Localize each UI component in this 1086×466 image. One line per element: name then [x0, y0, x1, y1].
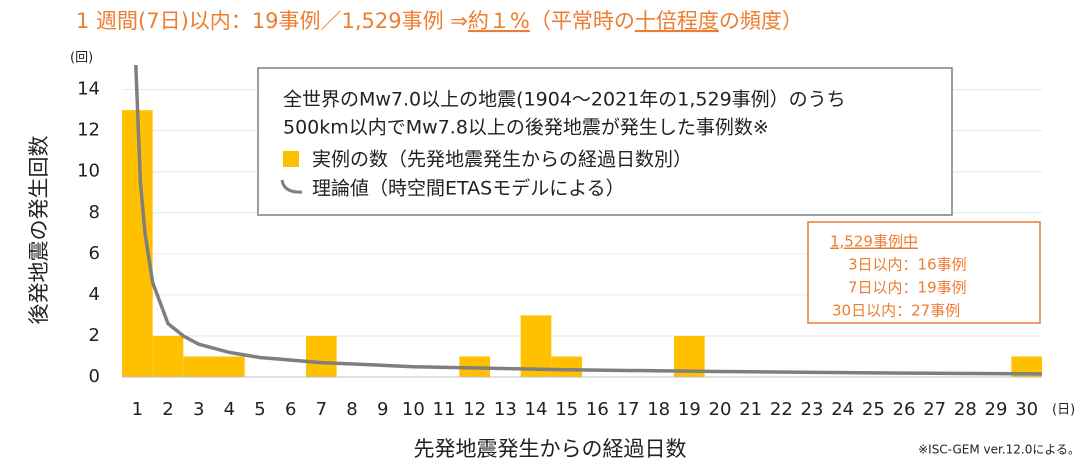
legend-swatch — [283, 151, 299, 167]
chart-title: 1 週間(7日)以内：19事例／1,529事例 ⇒約１%（平常時の十倍程度の頻度… — [76, 9, 803, 33]
y-tick-label: 12 — [77, 120, 100, 141]
annotation-line: 7日以内：19事例 — [848, 279, 967, 297]
legend-label: 理論値（時空間ETASモデルによる） — [312, 178, 625, 200]
x-tick-label: 14 — [525, 399, 548, 420]
x-tick-label: 23 — [801, 399, 824, 420]
x-tick-label: 2 — [162, 399, 173, 420]
x-tick-label: 15 — [555, 399, 578, 420]
footnote: ※ISC-GEM ver.12.0による。 — [918, 443, 1080, 457]
x-tick-label: 25 — [862, 399, 885, 420]
x-tick-label: 9 — [377, 399, 388, 420]
x-tick-label: 12 — [463, 399, 486, 420]
x-tick-label: 3 — [193, 399, 204, 420]
annotation-line: 30日以内：27事例 — [832, 302, 960, 320]
bar — [1011, 356, 1042, 377]
x-tick-label: 19 — [678, 399, 701, 420]
theory-line — [134, 65, 1042, 376]
legend-title: 全世界のMw7.0以上の地震(1904～2021年の1,529事例）のうち — [283, 89, 846, 111]
y-axis-label: 後発地震の発生回数 — [27, 136, 51, 325]
x-tick-label: 18 — [647, 399, 670, 420]
x-tick-label: 8 — [346, 399, 357, 420]
y-tick-label: 14 — [77, 79, 100, 100]
legend-line — [280, 179, 303, 194]
bar — [306, 335, 337, 377]
x-tick-label: 29 — [985, 399, 1008, 420]
x-tick-label: 21 — [739, 399, 762, 420]
annotation-line: 1,529事例中 — [830, 233, 918, 251]
title-part: （平常時の — [530, 9, 635, 33]
bar — [520, 315, 552, 377]
y-unit: (回) — [70, 51, 93, 66]
x-tick-label: 30 — [1015, 399, 1038, 420]
title-part: の頻度） — [719, 9, 803, 33]
x-tick-label: 1 — [132, 399, 143, 420]
bar — [152, 335, 184, 377]
x-tick-label: 27 — [923, 399, 946, 420]
y-tick-label: 10 — [77, 161, 100, 182]
x-unit: (日) — [1052, 403, 1075, 418]
title-part: 十倍程度 — [635, 9, 719, 33]
title-part: 1 週間(7日)以内：19事例／1,529事例 ⇒ — [76, 9, 468, 33]
y-tick-label: 6 — [89, 243, 100, 264]
bar — [551, 356, 582, 377]
x-tick-label: 28 — [954, 399, 977, 420]
legend-label: 実例の数（先発地震発生からの経過日数別） — [312, 149, 692, 171]
x-tick-label: 10 — [402, 399, 425, 420]
annotation-box — [807, 221, 1041, 324]
x-tick-label: 22 — [770, 399, 793, 420]
y-tick-label: 8 — [89, 202, 100, 223]
x-tick-label: 20 — [709, 399, 732, 420]
x-axis-label: 先発地震発生からの経過日数 — [414, 437, 687, 461]
x-tick-label: 11 — [433, 399, 456, 420]
annotation-line: 3日以内：16事例 — [848, 256, 967, 274]
x-tick-label: 6 — [285, 399, 296, 420]
x-tick-label: 4 — [224, 399, 235, 420]
x-tick-label: 16 — [586, 399, 609, 420]
x-tick-label: 17 — [617, 399, 640, 420]
title-part: 約１% — [468, 9, 530, 33]
bar — [214, 356, 245, 377]
legend-title: 500km以内でMw7.8以上の後発地震が発生した事例数※ — [283, 117, 769, 139]
x-tick-label: 26 — [893, 399, 916, 420]
bar — [183, 356, 214, 377]
y-tick-label: 4 — [89, 284, 100, 305]
x-tick-label: 7 — [316, 399, 327, 420]
y-tick-label: 2 — [89, 325, 100, 346]
legend-box — [257, 67, 953, 216]
y-tick-label: 0 — [89, 366, 100, 387]
x-tick-label: 24 — [831, 399, 854, 420]
x-tick-label: 13 — [494, 399, 517, 420]
x-tick-label: 5 — [254, 399, 265, 420]
